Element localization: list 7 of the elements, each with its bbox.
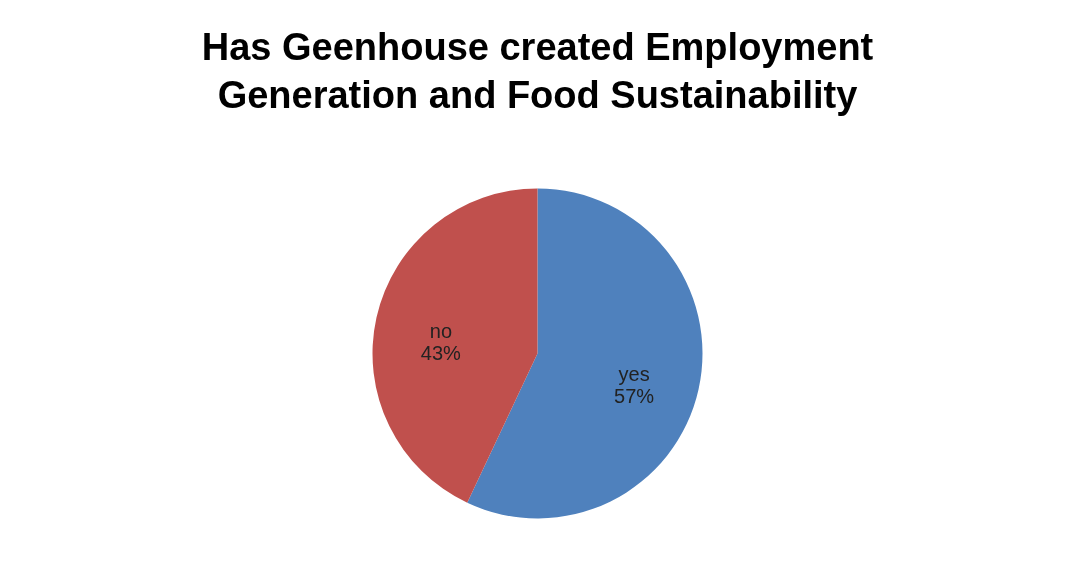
data-label: 57%: [614, 385, 655, 408]
chart-title: Has Geenhouse created Employment Generation and Food Sustainability: [201, 26, 874, 116]
pie-slice: [467, 188, 703, 519]
data-label: 43%: [420, 341, 462, 364]
pie-slice: [372, 188, 538, 503]
slice-label: yes: [618, 363, 650, 386]
slice-label: no: [429, 319, 453, 342]
